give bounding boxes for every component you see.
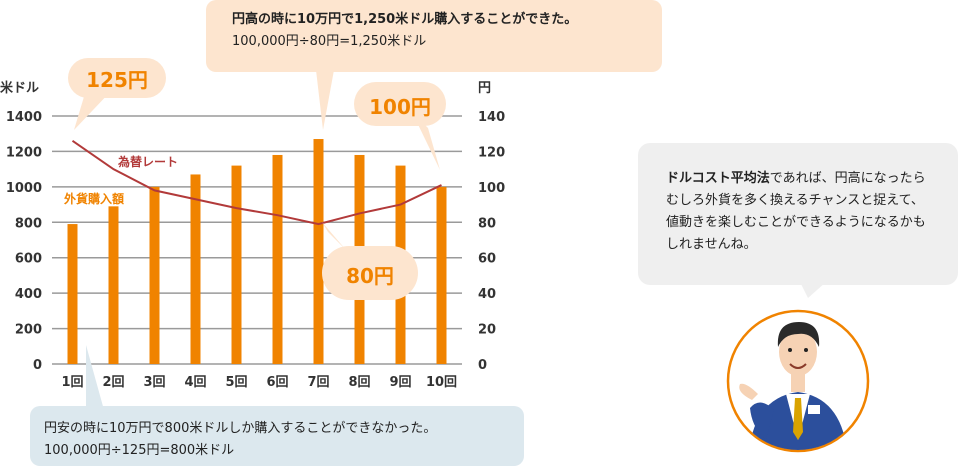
rate-label-100: 100円 [369,95,431,119]
bar [67,224,78,364]
bar-series-legend: 外貨購入額 [64,191,124,206]
left-axis-label: 米ドル [0,80,39,96]
tail-bottom [86,345,104,410]
right-tick-label: 120 [478,145,505,160]
x-tick-label: 2回 [102,375,124,390]
top-callout: 円高の時に10万円で1,250米ドル購入することができた。 100,000円÷8… [206,0,662,72]
right-axis-label: 円 [478,81,491,96]
bar [149,186,160,364]
right-tick-label: 40 [478,287,496,302]
x-tick-label: 4回 [184,375,206,390]
bar [108,206,119,364]
tail-100 [412,112,440,170]
rate-label-125: 125円 [86,68,148,92]
bubble-100 [354,82,446,126]
tail-top [316,70,334,130]
right-tick-label: 0 [478,358,487,373]
x-tick-label: 6回 [266,375,288,390]
message-bubble [638,143,958,285]
left-tick-label: 0 [33,358,42,373]
rate-line [71,139,442,226]
tail-80 [322,222,346,250]
x-tick-label: 3回 [143,375,165,390]
x-tick-label: 10回 [426,375,457,390]
bar [436,186,447,364]
rate-line-path [71,139,442,226]
bar [272,154,283,364]
bottom-callout-line2: 100,000円÷125円=800米ドル [44,443,235,458]
tail-125 [74,90,112,130]
bubble-125 [68,58,166,98]
top-callout-line1: 円高の時に10万円で1,250米ドル購入することができた。 [232,12,578,27]
axis-ticks: 0 200 400 600 800 1000 1200 1400 0 20 40 60 80 100 120… [6,110,505,390]
left-tick-label: 1200 [6,145,42,160]
message-text: ドルコスト平均法であれば、円高になったらむしろ外貨を多く換えるチャンスと捉えて、… [666,168,936,256]
x-tick-label: 5回 [225,375,247,390]
left-tick-label: 1400 [6,110,42,125]
bubble-80 [322,246,418,300]
x-tick-label: 9回 [389,375,411,390]
tail-message [800,282,826,298]
top-callout-line2: 100,000円÷80円=1,250米ドル [232,34,427,49]
left-tick-label: 800 [15,216,42,231]
rate-label-80: 80円 [346,264,394,288]
message-rest: であれば、円高になったらむしろ外貨を多く換えるチャンスと捉えて、値動きを楽しむこ… [666,171,926,252]
rate-line-legend: 為替レート [118,154,178,169]
bar [190,174,201,364]
left-tick-label: 200 [15,323,42,338]
left-tick-label: 400 [15,287,42,302]
avatar [726,309,870,453]
bottom-callout: 円安の時に10万円で800米ドルしか購入することができなかった。 100,000… [30,406,524,466]
bar [231,165,242,364]
x-tick-label: 7回 [307,375,329,390]
right-tick-label: 60 [478,252,496,267]
bottom-callout-line1: 円安の時に10万円で800米ドルしか購入することができなかった。 [44,421,437,436]
x-tick-label: 1回 [61,375,83,390]
bar [313,139,324,364]
right-tick-label: 80 [478,216,496,231]
right-tick-label: 140 [478,110,505,125]
left-tick-label: 1000 [6,181,42,196]
message-bold: ドルコスト平均法 [666,171,770,186]
right-tick-label: 100 [478,181,505,196]
grid-lines [52,115,462,365]
left-tick-label: 600 [15,252,42,267]
x-tick-label: 8回 [348,375,370,390]
right-tick-label: 20 [478,323,496,338]
